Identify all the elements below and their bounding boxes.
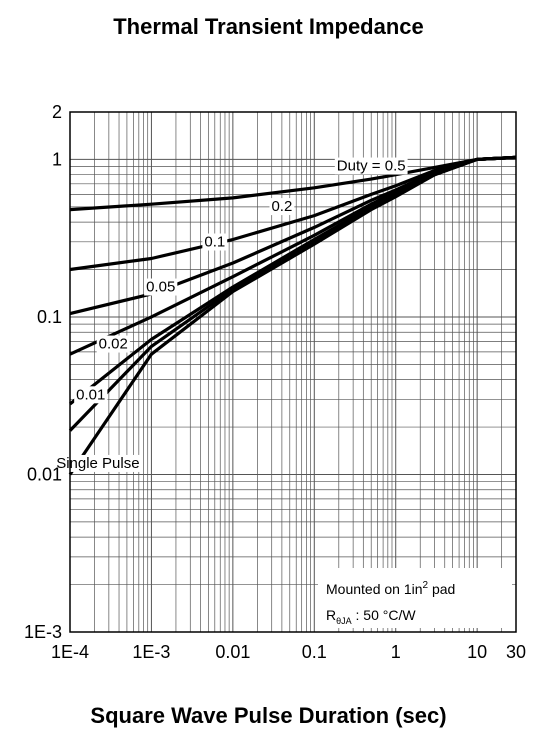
- x-tick-label: 30: [506, 642, 526, 662]
- x-axis-label: Square Wave Pulse Duration (sec): [90, 703, 447, 728]
- series-label-bg: [74, 386, 108, 404]
- y-tick-label: 1E-3: [24, 622, 62, 642]
- series-label-bg: [96, 335, 130, 353]
- series-line: [69, 155, 517, 316]
- x-tick-label: 1E-4: [51, 642, 89, 662]
- series-label-bg: [144, 278, 178, 296]
- series-label-text: Duty = 0.5: [337, 158, 406, 175]
- series-labels: Duty = 0.5 0.2 0.1 0.05 0.02 0.01 Single Pulse: [54, 157, 408, 472]
- y-tick-label: 2: [52, 102, 62, 122]
- series-label-bg: [334, 157, 408, 175]
- y-tick-label: 0.1: [37, 307, 62, 327]
- series-label: Single Pulse: [54, 454, 142, 472]
- series-label: Duty = 0.5: [334, 157, 408, 175]
- series-lines: [68, 155, 517, 476]
- series-label-bg: [202, 233, 228, 251]
- x-tick-label: 10: [467, 642, 487, 662]
- note-line-1: Mounted on 1in2 pad: [326, 580, 455, 597]
- series-label: 0.02: [96, 335, 130, 353]
- series-label-text: Single Pulse: [56, 455, 139, 472]
- note-superscript: 2: [423, 580, 429, 591]
- series-line: [68, 155, 517, 476]
- series-label: 0.05: [144, 278, 178, 296]
- series-label-bg: [269, 198, 295, 216]
- note-text: °C/W: [383, 607, 417, 623]
- series-label-text: 0.01: [76, 386, 105, 403]
- note-line-2: RθJA : 50 °C/W: [326, 607, 416, 626]
- series-label: 0.1: [202, 233, 228, 251]
- series-label-text: 0.2: [271, 198, 292, 215]
- note-bg: [318, 568, 512, 628]
- note-text: Mounted on 1in: [326, 581, 423, 597]
- x-tick-label: 0.01: [215, 642, 250, 662]
- plot-frame: [69, 111, 517, 633]
- x-tick-label: 1: [391, 642, 401, 662]
- note-text: R: [326, 607, 336, 623]
- series-label-bg: [54, 454, 142, 472]
- series-label-text: 0.05: [146, 279, 175, 296]
- y-tick-label: 1: [52, 149, 62, 169]
- x-tick-label: 1E-3: [132, 642, 170, 662]
- series-label-text: 0.02: [99, 336, 128, 353]
- series-label: 0.01: [74, 386, 108, 404]
- x-tick-label: 0.1: [302, 642, 327, 662]
- note-text: pad: [428, 581, 455, 597]
- series-label-text: 0.1: [204, 234, 225, 251]
- mounting-note: Mounted on 1in2 pad RθJA : 50 °C/W: [318, 568, 512, 628]
- y-tick-label: 0.01: [27, 464, 62, 484]
- note-subscript: θJA: [336, 616, 352, 626]
- chart-title: Thermal Transient Impedance: [113, 14, 424, 39]
- series-label: 0.2: [269, 198, 295, 216]
- grid: [70, 112, 516, 632]
- note-text: : 50: [352, 607, 383, 623]
